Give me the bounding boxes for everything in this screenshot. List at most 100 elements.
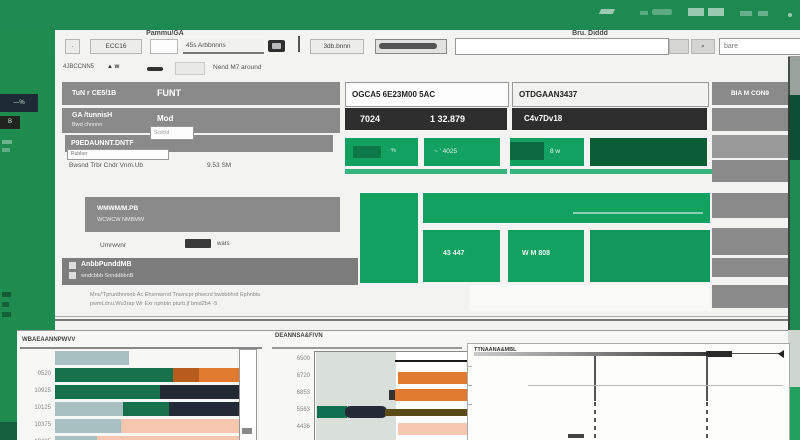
- gray-band-3: AnbbPunddMB wndcbbb SnnddbbnB: [62, 258, 358, 285]
- gridline-horizontal: [528, 385, 783, 386]
- bar-segment: [345, 406, 387, 418]
- camera-icon[interactable]: [268, 40, 285, 52]
- green-value-cell[interactable]: 43 447: [423, 230, 500, 282]
- black-row-1: 7024 1 32.879: [345, 108, 507, 130]
- sidebar-mark: [2, 292, 11, 297]
- chart-bar-row: [55, 351, 239, 365]
- black-row-value-2: 1 32.879: [430, 114, 466, 124]
- right-list-item[interactable]: [712, 160, 788, 182]
- main-input[interactable]: [455, 38, 669, 55]
- chart-middle-title: DEANNSA&F/VN: [275, 333, 323, 339]
- bar-segment: [55, 351, 129, 365]
- right-edge-strip: [788, 160, 800, 330]
- black-row-value-1: 7024: [360, 114, 381, 124]
- green-cell[interactable]: ~ ' 4025: [424, 138, 500, 166]
- green-cell-dark[interactable]: [590, 138, 707, 166]
- bar-segment: [317, 406, 347, 418]
- green-value-cell[interactable]: [590, 230, 710, 282]
- chart-bar-label: 10375: [34, 422, 51, 428]
- green-cell[interactable]: 8 w: [510, 138, 584, 166]
- chart-middle: DEANNSA&F/VN 6500 6720 6853 5563 4436: [265, 331, 467, 440]
- titlebar-glyph-icon[interactable]: [598, 9, 616, 14]
- chart-bar-row: 10375: [34, 419, 239, 433]
- right-list-item[interactable]: [712, 285, 788, 308]
- search-button[interactable]: ⌕: [691, 39, 715, 54]
- sidebar-tab[interactable]: —%: [0, 94, 38, 112]
- maximize-icon[interactable]: [708, 8, 724, 16]
- panel-tab[interactable]: Rubber: [67, 149, 169, 160]
- band3-line2: wndcbbb SnnddbbnB: [81, 273, 134, 279]
- checkbox[interactable]: [69, 272, 76, 279]
- dot-button[interactable]: ·: [65, 39, 80, 54]
- header-cell-1[interactable]: OGCA5 6E23M00 5AC: [345, 82, 509, 107]
- green-value-cell[interactable]: W M 808: [508, 230, 584, 282]
- chart-bar-label: 0520: [37, 371, 51, 377]
- band2-line2: WCWCW NMBMW: [97, 217, 145, 223]
- toolbar-box[interactable]: [150, 39, 178, 54]
- bar-segment: [169, 402, 239, 416]
- bar-segment: [121, 419, 239, 433]
- divider: [55, 316, 788, 317]
- row-a-box[interactable]: [175, 62, 205, 75]
- right-edge-strip: [788, 387, 800, 440]
- bar-segment: [395, 389, 467, 401]
- mod-dropdown[interactable]: Scdctd: [150, 126, 194, 140]
- chart-scrollbar[interactable]: [239, 349, 257, 440]
- cell-line: [573, 212, 703, 214]
- black-row-2: C4v7Dv18: [512, 108, 707, 130]
- green-cell-text: ~ ' 4025: [434, 148, 458, 155]
- left-sidebar-strip: —% B: [0, 30, 55, 330]
- toolbar-separator: [298, 36, 300, 52]
- right-edge-strip: [788, 95, 800, 160]
- chart-left-plot: 0520 10925 10125 10375 19405: [34, 351, 239, 440]
- header-cell-2[interactable]: OTDGAAN3437: [512, 82, 709, 107]
- window-control-icon[interactable]: [740, 11, 752, 16]
- titlebar-glyph-icon[interactable]: [640, 11, 648, 15]
- dialog-title: Bru. Diddd: [572, 30, 608, 37]
- panel-tab-text: Rubber: [71, 151, 88, 157]
- green-cell-wide[interactable]: [423, 193, 710, 223]
- green-value-text: 43 447: [443, 250, 465, 257]
- minimize-icon[interactable]: [688, 8, 704, 16]
- green-cell[interactable]: · %: [345, 138, 418, 166]
- window-control-icon[interactable]: [758, 11, 768, 16]
- right-list-item[interactable]: [712, 135, 788, 158]
- chart-left-title: WBAEAANNPWVV: [22, 337, 76, 343]
- checkbox[interactable]: [69, 262, 76, 269]
- toolbar-field[interactable]: 45s Arbbnnns: [183, 39, 264, 54]
- dash-icon[interactable]: [147, 67, 163, 71]
- row-c-code: GA /tunnisH: [72, 112, 113, 119]
- cell-underline: [510, 169, 762, 174]
- chart-bar-label: 6500: [296, 356, 310, 362]
- right-list-item[interactable]: [712, 258, 788, 277]
- gridline-vertical-dashed: [706, 402, 708, 440]
- green-value-text: W M 808: [522, 250, 551, 257]
- chart-left: WBAEAANNPWVV 0520 10925 10125 10375 19405: [17, 331, 265, 440]
- chart-bar-label: 5563: [296, 407, 310, 413]
- toolbar-button-1[interactable]: ECC16: [90, 39, 142, 54]
- main-content: 4JBCCNN5 ▲ w Nend M7 around TuN r CE5/1B…: [55, 56, 788, 330]
- sidebar-tab[interactable]: B: [0, 116, 20, 129]
- right-list-item[interactable]: [712, 193, 788, 218]
- green-cell-tall[interactable]: [360, 193, 418, 283]
- cell-underline: [345, 169, 507, 174]
- sort-icon[interactable]: ▲ w: [107, 64, 120, 70]
- small-button[interactable]: [669, 39, 689, 54]
- row-a-label: 4JBCCNN5: [63, 64, 95, 70]
- right-list-item[interactable]: [712, 108, 788, 131]
- bar-segment: [55, 385, 160, 399]
- right-list-item[interactable]: [712, 228, 788, 255]
- sidebar-mark: [2, 140, 12, 144]
- chart-bar-row: 10925: [34, 385, 239, 399]
- footnote-line-2: pwmt.dnu.Wu3rap Wr Exr nphbtn pturb.jf b…: [90, 301, 218, 307]
- secondary-input[interactable]: bare: [719, 38, 800, 55]
- bar-segment: [123, 402, 169, 416]
- bar-segment: [97, 436, 239, 440]
- chart-right: TTNAANA&MBL: [467, 343, 790, 440]
- toolbar-button-2[interactable]: 3db.bnnn: [310, 39, 364, 54]
- bar-segment: [199, 368, 239, 382]
- titlebar-glyph-icon[interactable]: [652, 9, 672, 15]
- close-icon[interactable]: [788, 13, 792, 17]
- scrollbar-thumb[interactable]: [242, 428, 252, 434]
